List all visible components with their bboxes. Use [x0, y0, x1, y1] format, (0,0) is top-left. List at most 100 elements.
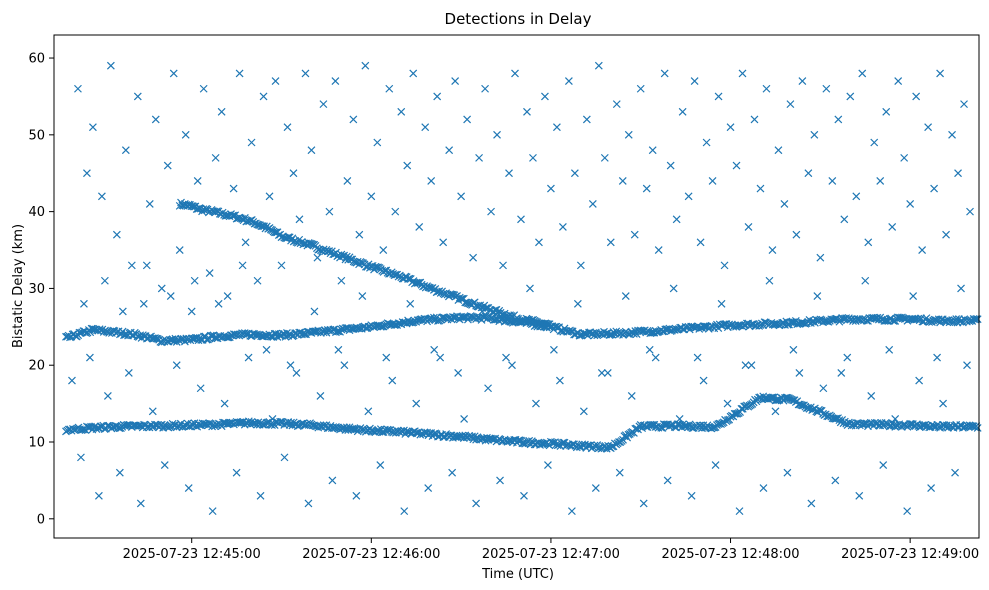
track-detection-marker — [262, 419, 271, 427]
detection-marker — [409, 69, 418, 78]
detection-marker — [199, 84, 208, 93]
detection-marker — [388, 376, 397, 385]
detection-marker — [600, 153, 609, 162]
track-detection-marker — [888, 419, 897, 428]
detection-marker — [579, 407, 588, 416]
detection-marker — [223, 292, 232, 301]
detection-marker — [576, 261, 585, 270]
detection-marker — [97, 192, 106, 201]
detection-marker — [547, 184, 555, 193]
track-detection-marker — [823, 317, 832, 326]
detection-marker — [810, 130, 819, 139]
detection-marker — [564, 77, 573, 86]
detection-marker — [606, 238, 615, 247]
detection-marker — [118, 307, 127, 316]
detection-marker — [83, 169, 91, 178]
detection-marker — [406, 299, 415, 308]
detection-marker — [448, 468, 457, 477]
track-detection-marker — [206, 331, 215, 340]
detection-marker — [349, 115, 358, 124]
detection-marker — [591, 484, 600, 493]
detection-marker — [774, 146, 783, 155]
detection-marker — [717, 299, 726, 308]
detection-marker — [265, 192, 274, 201]
detection-marker — [966, 207, 974, 216]
track-detection-marker — [553, 441, 562, 450]
track-detection-marker — [906, 419, 915, 428]
detection-marker — [316, 392, 325, 400]
detection-marker — [505, 169, 513, 178]
track-detection-marker — [319, 328, 328, 337]
detection-marker — [169, 69, 178, 78]
detection-marker — [220, 399, 229, 408]
detection-marker — [68, 376, 76, 385]
track-detection-marker — [299, 329, 308, 338]
detection-marker — [867, 392, 876, 400]
detection-marker — [115, 468, 124, 477]
detection-marker — [687, 491, 696, 500]
detection-marker — [376, 461, 385, 469]
detection-marker — [612, 100, 621, 109]
detection-marker — [690, 77, 699, 86]
detection-marker — [942, 230, 950, 239]
detection-marker — [954, 169, 962, 178]
detection-marker — [846, 92, 855, 101]
detection-marker — [496, 476, 504, 485]
detection-marker — [870, 138, 879, 147]
detection-marker — [208, 507, 217, 516]
track-detection-marker — [548, 438, 557, 447]
detection-marker — [768, 246, 777, 254]
detection-marker — [190, 276, 199, 285]
detection-marker — [262, 345, 271, 354]
detection-marker — [337, 276, 346, 285]
detection-marker — [558, 223, 567, 231]
detection-marker — [912, 92, 921, 101]
detection-marker — [292, 368, 301, 377]
track-detection-marker — [404, 275, 412, 283]
detection-marker — [112, 230, 121, 239]
detection-marker — [142, 261, 151, 270]
track-detection-marker — [797, 401, 806, 409]
detection-marker — [603, 368, 612, 377]
detection-marker — [708, 176, 717, 185]
detection-marker — [310, 307, 319, 316]
detection-marker — [819, 384, 828, 393]
track-detection-marker — [258, 420, 267, 429]
detection-marker — [355, 230, 364, 239]
track-detection-marker — [253, 220, 262, 229]
detection-marker — [295, 215, 304, 224]
detection-marker — [184, 484, 193, 493]
detection-marker — [253, 276, 262, 285]
detection-marker — [241, 238, 250, 247]
detection-marker — [909, 292, 918, 301]
detection-marker — [588, 200, 597, 208]
detection-marker — [535, 238, 543, 247]
detection-marker — [124, 368, 133, 377]
detection-marker — [645, 345, 654, 354]
detection-marker — [837, 368, 846, 377]
detection-marker — [136, 499, 145, 508]
detection-marker — [957, 284, 965, 293]
detection-marker — [100, 276, 109, 285]
detection-marker — [906, 200, 915, 208]
detection-marker — [735, 507, 744, 516]
detection-marker — [244, 353, 253, 362]
detection-marker — [319, 100, 328, 109]
detection-marker — [133, 92, 142, 101]
detection-marker — [741, 361, 750, 370]
detection-marker — [930, 184, 939, 193]
detection-marker — [445, 146, 454, 155]
detection-marker — [711, 461, 720, 469]
detection-marker — [594, 61, 603, 70]
detection-marker — [696, 238, 705, 247]
track-detection-marker — [708, 423, 717, 432]
detection-marker — [424, 484, 433, 493]
detection-marker — [720, 261, 729, 270]
detection-marker — [289, 169, 298, 178]
detection-marker — [229, 184, 238, 193]
detection-marker — [328, 476, 337, 485]
detection-marker — [139, 299, 148, 308]
detection-marker — [259, 92, 268, 101]
detection-marker — [792, 230, 801, 239]
